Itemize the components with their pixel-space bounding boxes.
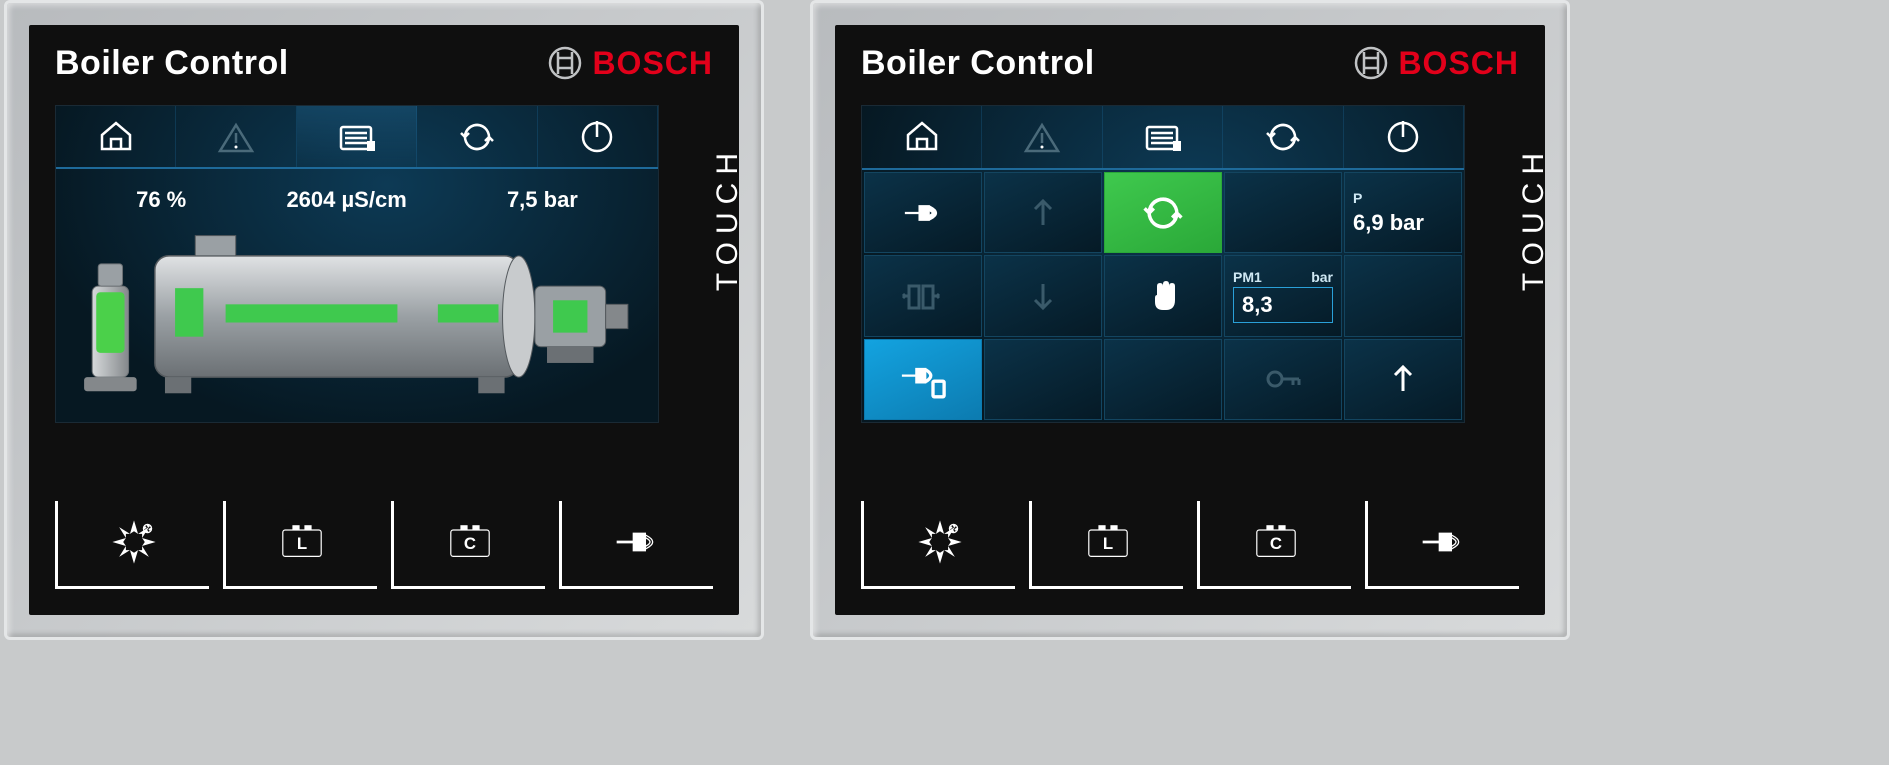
tile-pm1-value: 8,3 <box>1233 287 1333 323</box>
nav-warning[interactable] <box>982 106 1102 168</box>
bottom-settings[interactable] <box>861 501 1015 589</box>
top-nav <box>56 106 658 169</box>
status-level: 76 % <box>136 187 186 213</box>
bottom-settings[interactable] <box>55 501 209 589</box>
brand-logo: BOSCH <box>1354 45 1519 82</box>
bottom-nav <box>861 497 1519 589</box>
bottom-burner[interactable] <box>1365 501 1519 589</box>
tile-pressure-label: P <box>1353 190 1362 206</box>
tile-auto-refresh[interactable] <box>1104 172 1222 253</box>
tile-pm1[interactable]: PM1 bar 8,3 <box>1224 255 1342 336</box>
touch-label: TOUCH <box>711 145 745 291</box>
nav-power[interactable] <box>538 106 658 167</box>
tile-empty <box>1224 172 1342 253</box>
boiler-diagram[interactable] <box>74 223 640 410</box>
header: Boiler Control BOSCH <box>29 25 739 101</box>
brand-logo-text: BOSCH <box>1398 45 1519 82</box>
tile-burner-select[interactable] <box>864 339 982 420</box>
tile-burner[interactable] <box>864 172 982 253</box>
touch-label: TOUCH <box>1517 145 1551 291</box>
nav-home[interactable] <box>862 106 982 168</box>
bottom-panel-c[interactable] <box>1197 501 1351 589</box>
device-bezel: Boiler Control BOSCH TOUCH <box>835 25 1545 615</box>
tile-manual-hand[interactable] <box>1104 255 1222 336</box>
tile-pm1-label: PM1 <box>1233 269 1262 285</box>
header: Boiler Control BOSCH <box>835 25 1545 101</box>
nav-home[interactable] <box>56 106 176 167</box>
tile-empty <box>984 339 1102 420</box>
nav-warning[interactable] <box>176 106 296 167</box>
bottom-burner[interactable] <box>559 501 713 589</box>
bottom-nav <box>55 497 713 589</box>
status-pressure: 7,5 bar <box>507 187 578 213</box>
app-title: Boiler Control <box>861 44 1095 83</box>
tile-arrow-down[interactable] <box>984 255 1102 336</box>
top-nav <box>862 106 1464 170</box>
tile-pressure[interactable]: P 6,9 bar <box>1344 172 1462 253</box>
touchscreen-left: 76 % 2604 µS/cm 7,5 bar <box>55 105 659 423</box>
nav-boiler[interactable] <box>297 106 417 167</box>
device-bezel: Boiler Control BOSCH TOUCH 76 % 2604 µS/… <box>29 25 739 615</box>
brand-logo-text: BOSCH <box>592 45 713 82</box>
tile-empty <box>1104 339 1222 420</box>
nav-boiler[interactable] <box>1103 106 1223 168</box>
device-panel-left: Boiler Control BOSCH TOUCH 76 % 2604 µS/… <box>4 0 764 640</box>
tile-pm1-unit: bar <box>1311 269 1333 285</box>
tile-arrow-up[interactable] <box>984 172 1102 253</box>
app-title: Boiler Control <box>55 44 289 83</box>
bottom-panel-l[interactable] <box>223 501 377 589</box>
device-panel-right: Boiler Control BOSCH TOUCH <box>810 0 1570 640</box>
brand-logo: BOSCH <box>548 45 713 82</box>
tile-arrow-up-2[interactable] <box>1344 339 1462 420</box>
nav-refresh[interactable] <box>417 106 537 167</box>
tile-key-lock[interactable] <box>1224 339 1342 420</box>
status-row: 76 % 2604 µS/cm 7,5 bar <box>56 169 658 223</box>
bottom-panel-c[interactable] <box>391 501 545 589</box>
tile-pressure-value: 6,9 bar <box>1353 206 1453 236</box>
tile-tanks[interactable] <box>864 255 982 336</box>
touchscreen-right: P 6,9 bar PM1 bar 8,3 <box>861 105 1465 423</box>
tile-empty <box>1344 255 1462 336</box>
control-grid: P 6,9 bar PM1 bar 8,3 <box>862 170 1464 422</box>
nav-power[interactable] <box>1344 106 1464 168</box>
nav-refresh[interactable] <box>1223 106 1343 168</box>
bosch-ring-icon <box>1354 46 1388 80</box>
status-conductivity: 2604 µS/cm <box>286 187 406 213</box>
bottom-panel-l[interactable] <box>1029 501 1183 589</box>
bosch-ring-icon <box>548 46 582 80</box>
